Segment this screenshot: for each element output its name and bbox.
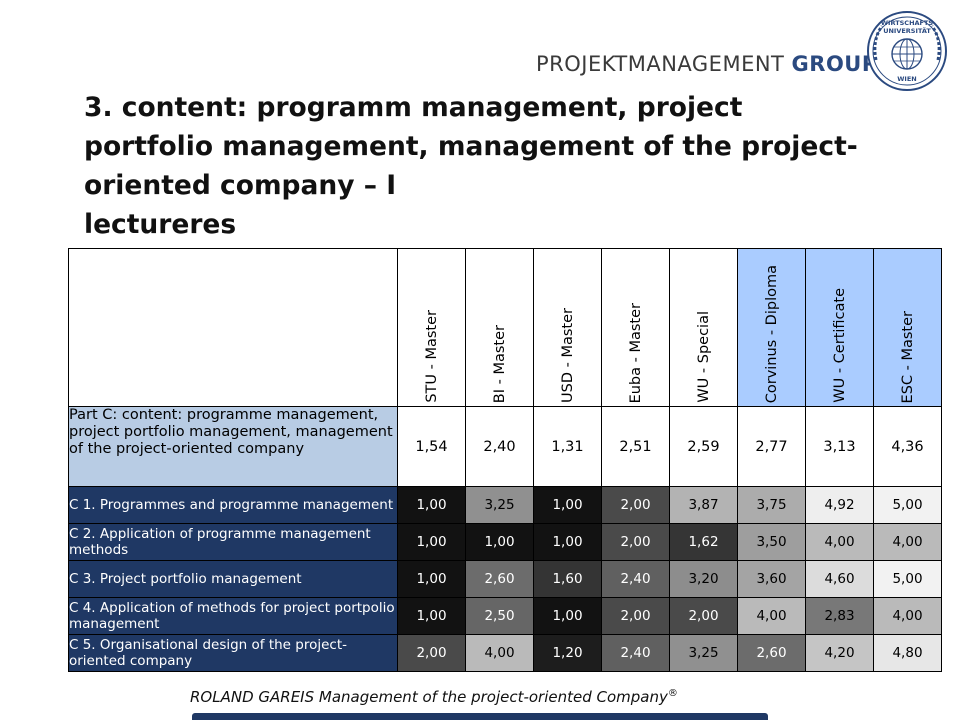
value-cell: 4,00	[737, 597, 806, 635]
table-row: C 4. Application of methods for project …	[68, 597, 942, 635]
svg-text:UNIVERSITÄT: UNIVERSITÄT	[883, 26, 931, 35]
value-cell: 1,62	[669, 523, 738, 561]
table-row: C 3. Project portfolio management 1,00 2…	[68, 560, 942, 598]
value-cell: 2,00	[669, 597, 738, 635]
svg-text:WIEN: WIEN	[897, 75, 916, 83]
value-cell: 3,25	[669, 634, 738, 672]
evaluation-table: STU - Master BI - Master USD - Master Eu…	[68, 248, 942, 672]
value-cell: 4,92	[805, 486, 874, 524]
value-cell: 4,00	[873, 523, 942, 561]
table-row: C 2. Application of programme management…	[68, 523, 942, 561]
value-cell: 1,00	[533, 523, 602, 561]
row-label: C 3. Project portfolio management	[68, 560, 398, 598]
value-cell: 4,00	[465, 634, 534, 672]
column-header: WU - Special	[669, 248, 738, 407]
title-line: portfolio management, management of the …	[84, 131, 858, 162]
value-cell: 3,50	[737, 523, 806, 561]
row-label: C 1. Programmes and programme management	[68, 486, 398, 524]
value-cell: 2,00	[601, 597, 670, 635]
part-summary-row: Part C: content: programme management, p…	[68, 406, 942, 487]
column-header: Euba - Master	[601, 248, 670, 407]
column-header-highlighted: Corvinus - Diploma	[737, 248, 806, 407]
value-cell: 3,87	[669, 486, 738, 524]
value-cell: 2,00	[601, 486, 670, 524]
footer-bar	[192, 713, 768, 720]
part-value: 4,36	[873, 406, 942, 487]
value-cell: 2,00	[397, 634, 466, 672]
value-cell: 4,80	[873, 634, 942, 672]
header-row: STU - Master BI - Master USD - Master Eu…	[68, 248, 942, 407]
table-row: C 5. Organisational design of the projec…	[68, 634, 942, 672]
column-header-highlighted: WU - Certificate	[805, 248, 874, 407]
value-cell: 2,40	[601, 560, 670, 598]
part-value: 2,51	[601, 406, 670, 487]
part-value: 2,40	[465, 406, 534, 487]
part-value: 2,59	[669, 406, 738, 487]
value-cell: 3,25	[465, 486, 534, 524]
value-cell: 1,20	[533, 634, 602, 672]
value-cell: 2,00	[601, 523, 670, 561]
value-cell: 4,00	[873, 597, 942, 635]
title-line: oriented company – I	[84, 170, 397, 201]
value-cell: 1,00	[533, 486, 602, 524]
university-seal-icon: WIRTSCHAFTS UNIVERSITÄT WIEN	[867, 11, 947, 91]
value-cell: 4,20	[805, 634, 874, 672]
row-label: C 2. Application of programme management…	[68, 523, 398, 561]
value-cell: 2,83	[805, 597, 874, 635]
value-cell: 1,00	[397, 597, 466, 635]
value-cell: 1,60	[533, 560, 602, 598]
page-title: 3. content: programm management, project…	[84, 88, 924, 244]
column-header-highlighted: ESC - Master	[873, 248, 942, 407]
value-cell: 1,00	[397, 560, 466, 598]
title-line: 3. content: programm management, project	[84, 92, 743, 123]
value-cell: 2,40	[601, 634, 670, 672]
value-cell: 1,00	[465, 523, 534, 561]
value-cell: 2,50	[465, 597, 534, 635]
value-cell: 2,60	[737, 634, 806, 672]
footer-text: ROLAND GAREIS Management of the project-…	[190, 688, 678, 706]
part-value: 1,54	[397, 406, 466, 487]
value-cell: 2,60	[465, 560, 534, 598]
criteria-rows: C 1. Programmes and programme management…	[68, 486, 942, 672]
part-value: 2,77	[737, 406, 806, 487]
column-header: STU - Master	[397, 248, 466, 407]
title-line: lectureres	[84, 209, 237, 240]
table-row: C 1. Programmes and programme management…	[68, 486, 942, 524]
value-cell: 1,00	[397, 523, 466, 561]
part-value: 3,13	[805, 406, 874, 487]
row-label: C 4. Application of methods for project …	[68, 597, 398, 635]
value-cell: 5,00	[873, 486, 942, 524]
value-cell: 1,00	[397, 486, 466, 524]
row-label: C 5. Organisational design of the projec…	[68, 634, 398, 672]
value-cell: 3,20	[669, 560, 738, 598]
pmg-logo: PROJEKTMANAGEMENT GROUP	[536, 52, 878, 76]
value-cell: 1,00	[533, 597, 602, 635]
column-header: BI - Master	[465, 248, 534, 407]
svg-text:WIRTSCHAFTS: WIRTSCHAFTS	[881, 19, 934, 27]
part-value: 1,31	[533, 406, 602, 487]
value-cell: 4,00	[805, 523, 874, 561]
column-header: USD - Master	[533, 248, 602, 407]
header-corner	[68, 248, 398, 407]
value-cell: 4,60	[805, 560, 874, 598]
value-cell: 5,00	[873, 560, 942, 598]
value-cell: 3,75	[737, 486, 806, 524]
value-cell: 3,60	[737, 560, 806, 598]
part-label: Part C: content: programme management, p…	[68, 406, 398, 487]
